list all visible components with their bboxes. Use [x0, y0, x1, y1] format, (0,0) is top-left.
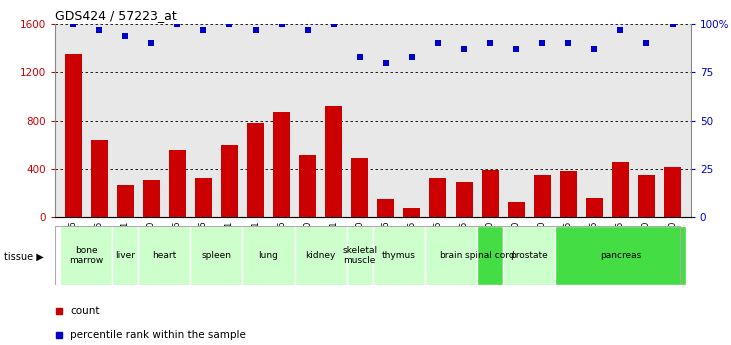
Bar: [243, 226, 295, 285]
Bar: [612, 162, 629, 217]
Bar: [190, 226, 243, 285]
Bar: [60, 226, 112, 285]
Text: count: count: [70, 306, 99, 316]
Point: [302, 27, 314, 33]
Bar: [455, 182, 472, 217]
Bar: [664, 167, 681, 217]
Bar: [64, 54, 82, 217]
Bar: [195, 177, 212, 217]
Point: [588, 47, 600, 52]
Bar: [352, 158, 368, 217]
Bar: [247, 123, 264, 217]
Bar: [534, 175, 550, 217]
Bar: [586, 198, 603, 217]
Point: [484, 41, 496, 46]
Bar: [143, 180, 160, 217]
Point: [432, 41, 444, 46]
Bar: [221, 145, 238, 217]
Point: [197, 27, 209, 33]
Point: [458, 47, 470, 52]
Bar: [425, 226, 477, 285]
Bar: [377, 199, 394, 217]
Point: [380, 60, 392, 66]
Text: thymus: thymus: [382, 251, 416, 260]
Bar: [273, 112, 290, 217]
Point: [276, 21, 287, 27]
Point: [406, 54, 417, 60]
Point: [640, 41, 652, 46]
Bar: [482, 170, 499, 217]
Bar: [638, 175, 655, 217]
Point: [172, 21, 183, 27]
Text: spinal cord: spinal cord: [466, 251, 515, 260]
Bar: [112, 226, 138, 285]
Point: [67, 21, 79, 27]
Text: heart: heart: [152, 251, 176, 260]
Bar: [477, 226, 503, 285]
Text: skeletal
muscle: skeletal muscle: [342, 246, 377, 265]
Point: [510, 47, 522, 52]
Bar: [295, 226, 346, 285]
Bar: [299, 155, 316, 217]
Point: [119, 33, 131, 39]
Point: [354, 54, 366, 60]
Point: [145, 41, 157, 46]
Text: pancreas: pancreas: [600, 251, 641, 260]
Text: brain: brain: [439, 251, 463, 260]
Point: [224, 21, 235, 27]
Bar: [117, 185, 134, 217]
Text: percentile rank within the sample: percentile rank within the sample: [70, 330, 246, 339]
Point: [562, 41, 574, 46]
Text: spleen: spleen: [202, 251, 232, 260]
Text: tissue ▶: tissue ▶: [4, 252, 43, 262]
Bar: [346, 226, 373, 285]
Point: [537, 41, 548, 46]
Bar: [560, 171, 577, 217]
Text: liver: liver: [115, 251, 135, 260]
Point: [250, 27, 262, 33]
Text: prostate: prostate: [510, 251, 548, 260]
Bar: [138, 226, 190, 285]
Text: bone
marrow: bone marrow: [69, 246, 103, 265]
Text: kidney: kidney: [306, 251, 336, 260]
Bar: [503, 226, 556, 285]
Point: [328, 21, 340, 27]
Bar: [404, 208, 420, 217]
Point: [615, 27, 626, 33]
Bar: [373, 226, 425, 285]
Point: [667, 21, 678, 27]
Bar: [430, 177, 447, 217]
Bar: [91, 140, 107, 217]
Bar: [169, 150, 186, 217]
Bar: [556, 226, 686, 285]
Point: [94, 27, 105, 33]
Bar: [508, 201, 525, 217]
Bar: [325, 106, 342, 217]
Text: GDS424 / 57223_at: GDS424 / 57223_at: [55, 9, 177, 22]
Text: lung: lung: [259, 251, 279, 260]
